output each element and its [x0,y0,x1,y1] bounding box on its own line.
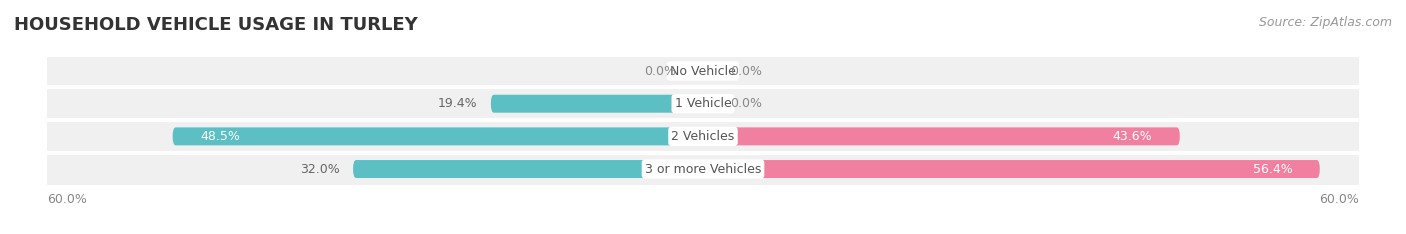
Text: 3 or more Vehicles: 3 or more Vehicles [645,163,761,176]
Text: 60.0%: 60.0% [1319,193,1360,205]
Text: 0.0%: 0.0% [730,97,762,110]
Text: 60.0%: 60.0% [46,193,87,205]
FancyBboxPatch shape [491,95,703,113]
Bar [46,121,1360,152]
Text: No Vehicle: No Vehicle [671,65,735,77]
Text: 19.4%: 19.4% [439,97,478,110]
Text: Source: ZipAtlas.com: Source: ZipAtlas.com [1258,16,1392,29]
Text: 0.0%: 0.0% [644,65,676,77]
Text: 0.0%: 0.0% [730,65,762,77]
Bar [46,88,1360,119]
Text: 1 Vehicle: 1 Vehicle [675,97,731,110]
Text: 32.0%: 32.0% [301,163,340,176]
FancyBboxPatch shape [703,127,1180,145]
Bar [46,55,1360,87]
Text: 2 Vehicles: 2 Vehicles [672,130,734,143]
FancyBboxPatch shape [173,127,703,145]
Text: 48.5%: 48.5% [200,130,240,143]
Bar [46,154,1360,185]
FancyBboxPatch shape [703,160,1320,178]
Text: 43.6%: 43.6% [1112,130,1153,143]
Text: HOUSEHOLD VEHICLE USAGE IN TURLEY: HOUSEHOLD VEHICLE USAGE IN TURLEY [14,16,418,34]
Text: 56.4%: 56.4% [1253,163,1292,176]
FancyBboxPatch shape [353,160,703,178]
